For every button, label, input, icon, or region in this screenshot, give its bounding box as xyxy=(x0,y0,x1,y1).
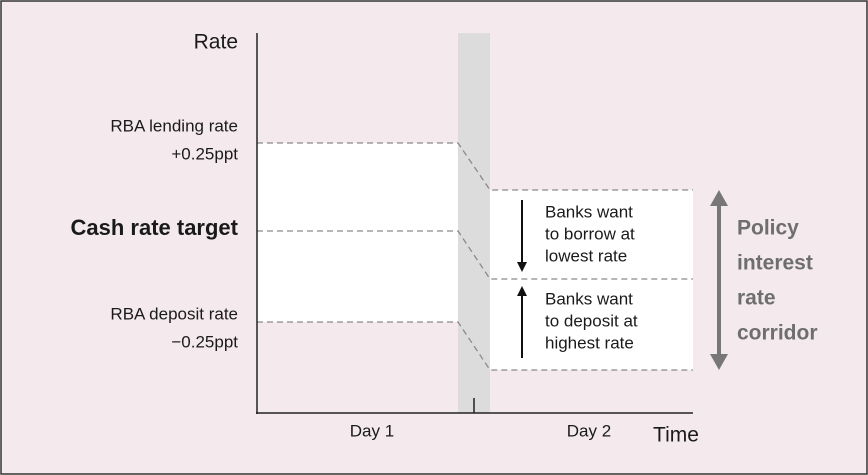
borrow-arrow xyxy=(517,200,527,272)
annotation: to deposit at xyxy=(545,311,638,330)
level-label: Cash rate target xyxy=(70,215,238,240)
y-axis-label: Rate xyxy=(194,31,238,54)
day2-area xyxy=(490,190,693,370)
x-axis-label: Time xyxy=(653,424,699,447)
day-label: Day 1 xyxy=(350,421,394,440)
deposit-arrow xyxy=(517,286,527,358)
corridor-label: interest xyxy=(737,252,813,275)
corridor-label: corridor xyxy=(737,322,818,345)
day1-area xyxy=(257,143,458,322)
corridor-arrow xyxy=(710,190,728,370)
level-label: +0.25ppt xyxy=(171,144,238,163)
annotation: lowest rate xyxy=(545,246,627,265)
annotation: Banks want xyxy=(545,289,633,308)
deposit-line xyxy=(257,321,693,371)
annotation: Banks want xyxy=(545,202,633,221)
annotation: highest rate xyxy=(545,333,634,352)
cash-line xyxy=(257,230,693,280)
annotation: to borrow at xyxy=(545,224,635,243)
level-label: RBA lending rate xyxy=(110,116,238,135)
level-label: RBA deposit rate xyxy=(110,304,238,323)
corridor-label: Policy xyxy=(737,217,799,240)
overnight-band xyxy=(458,33,490,413)
lending-line xyxy=(257,142,693,191)
day-label: Day 2 xyxy=(567,421,611,440)
level-label: −0.25ppt xyxy=(171,332,238,351)
corridor-label: rate xyxy=(737,287,776,310)
